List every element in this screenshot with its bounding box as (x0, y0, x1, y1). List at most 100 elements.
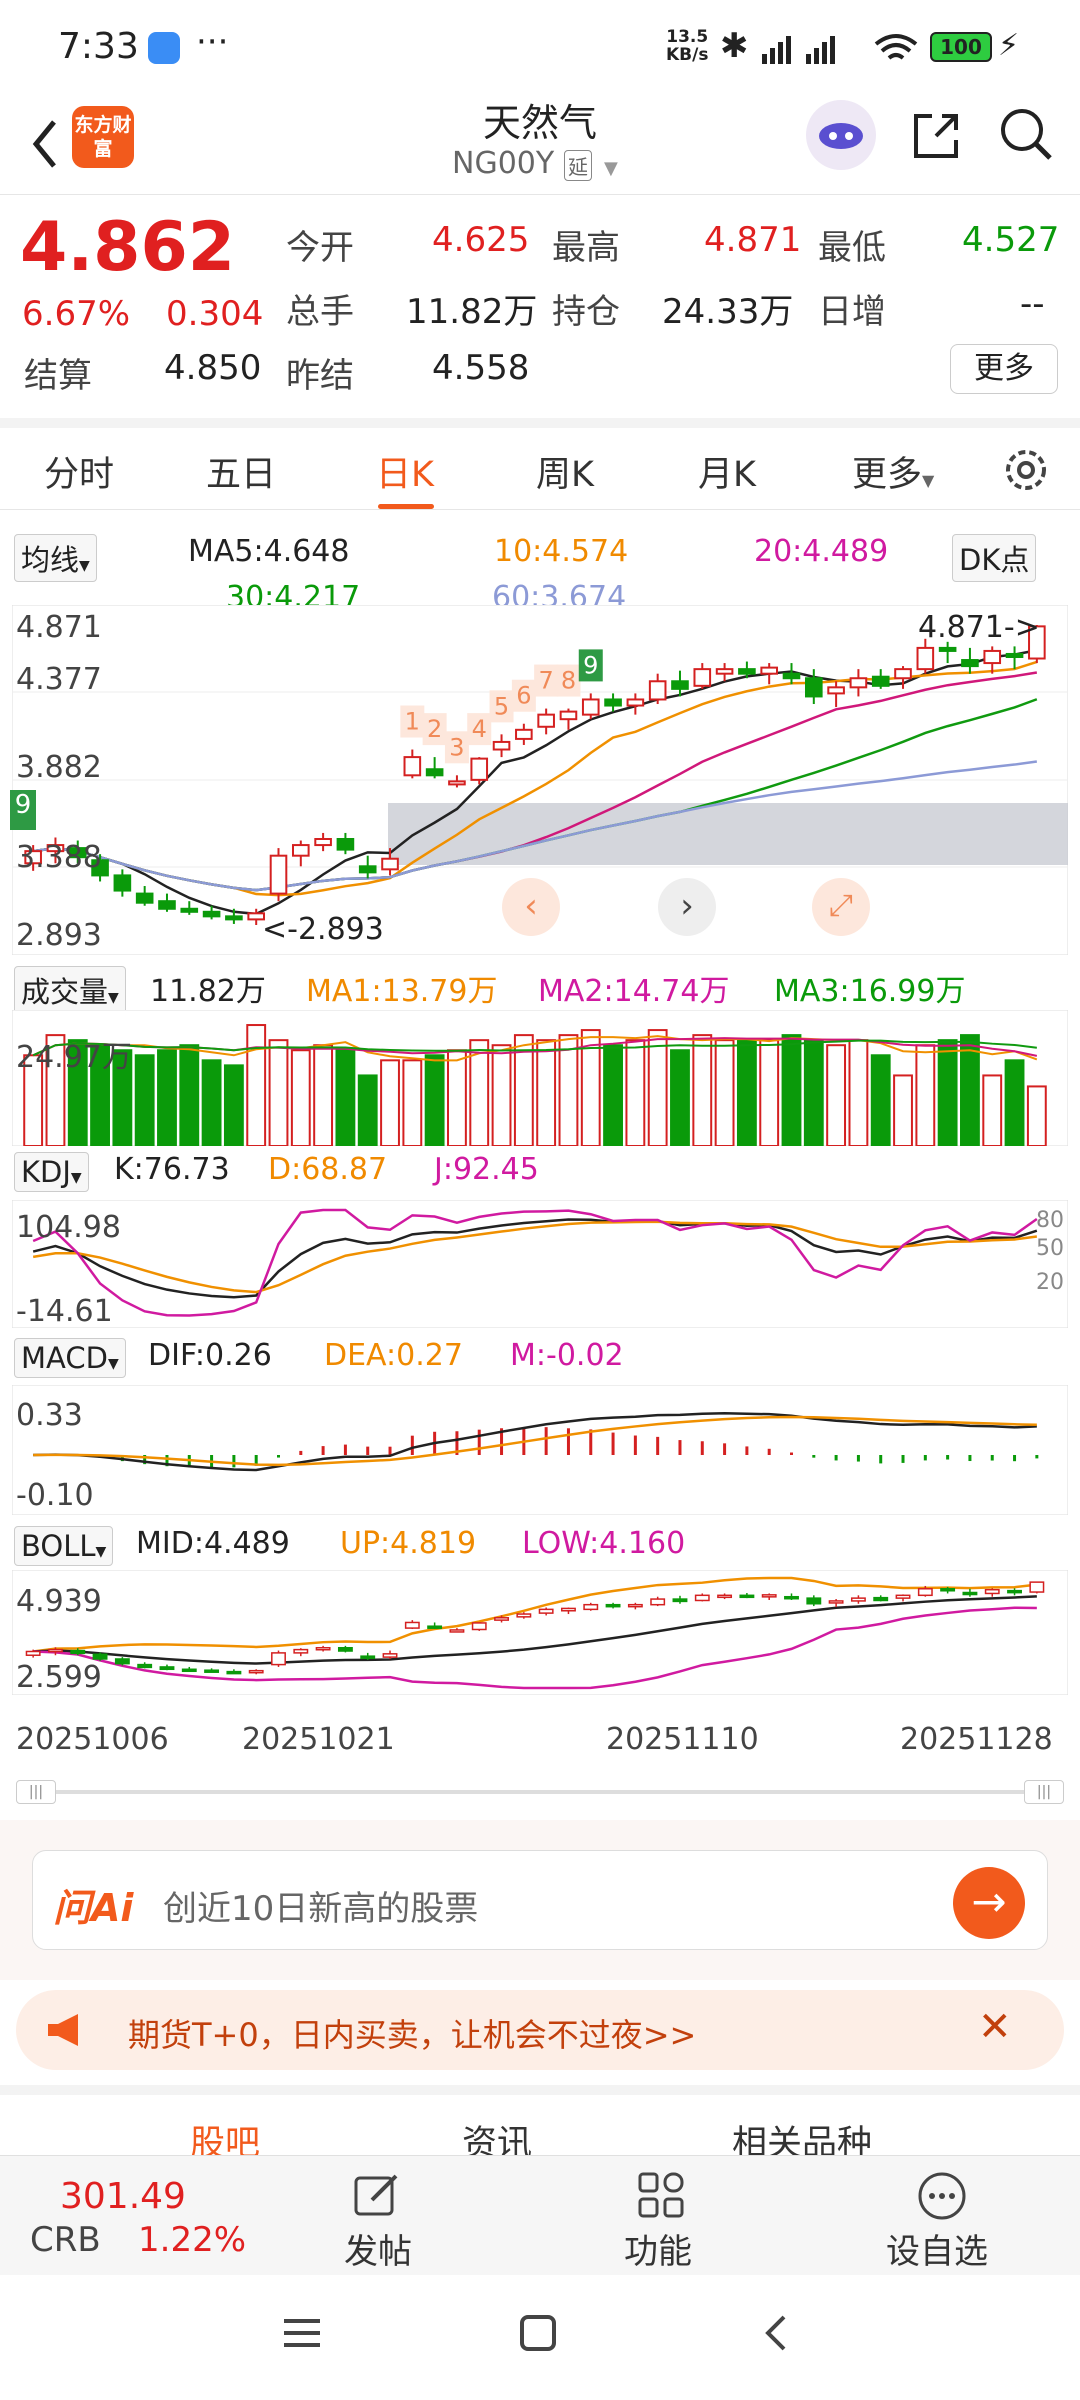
back-nav-icon[interactable] (756, 2313, 796, 2353)
bottom-toolbar: 301.49 CRB 1.22% 发帖 功能 设自选 (0, 2155, 1080, 2275)
tab-intraday[interactable]: 分时 (44, 455, 115, 495)
app-notification-icon (148, 32, 180, 64)
volume-ma3: MA3:16.99万 (774, 974, 966, 1009)
boll-candle-body (784, 1595, 799, 1600)
kdj-selector[interactable]: KDJ▼ (14, 1152, 89, 1192)
candle-body (626, 698, 645, 707)
volume-bar (982, 1074, 1003, 1146)
dk-point-toggle[interactable]: DK点 (952, 534, 1037, 582)
more-dots-icon[interactable] (916, 2170, 968, 2222)
volume-bar (491, 1044, 512, 1146)
candle-body (537, 713, 555, 728)
scroll-right-icon[interactable]: › (658, 878, 716, 936)
menu-icon[interactable] (282, 2313, 322, 2353)
boll-selector[interactable]: BOLL▼ (14, 1526, 114, 1566)
ma-selector[interactable]: 均线▼ (14, 534, 97, 582)
volume-bar (1026, 1085, 1047, 1146)
add-favorite-button[interactable]: 设自选 (886, 2232, 988, 2272)
high-label: 最高 (552, 228, 620, 268)
ai-robot-icon[interactable] (806, 100, 876, 170)
boll-candle-body (360, 1655, 376, 1659)
candle-body (559, 710, 578, 721)
candle-body (381, 857, 399, 871)
macd-selector[interactable]: MACD▼ (14, 1338, 126, 1378)
fullscreen-icon[interactable]: ⤢ (812, 878, 870, 936)
candle-body (804, 677, 823, 698)
boll-panel[interactable] (12, 1570, 1068, 1695)
volume-bar (603, 1044, 623, 1146)
boll-candle-body (248, 1669, 264, 1674)
macd-panel[interactable] (12, 1385, 1068, 1515)
close-icon[interactable]: ✕ (978, 2004, 1012, 2050)
candle-body (581, 698, 600, 716)
ai-search-box[interactable]: 问Ai 创近10日新高的股票 → (32, 1850, 1048, 1950)
boll-candle-body (561, 1607, 576, 1612)
boll-axis-top: 4.939 (16, 1584, 102, 1619)
share-icon[interactable] (906, 104, 966, 164)
candle-body (247, 912, 266, 921)
candle-body (314, 838, 332, 847)
function-button[interactable]: 功能 (624, 2232, 692, 2272)
candle-body (782, 672, 801, 680)
kdj-k: K:76.73 (114, 1152, 230, 1187)
boll-candle-body (204, 1669, 220, 1673)
edit-post-icon[interactable] (352, 2170, 402, 2220)
kdj-panel[interactable] (12, 1200, 1068, 1328)
volume-selector[interactable]: 成交量▼ (14, 966, 126, 1014)
candle-body (403, 756, 422, 777)
promo-text[interactable]: 期货T+0，日内买卖，让机会不过夜>> (128, 2016, 697, 2054)
scroll-handle-right[interactable]: ||| (1024, 1780, 1064, 1804)
crb-value: 301.49 (60, 2176, 186, 2217)
boll-candle-body (159, 1666, 175, 1671)
td-count-label: 9 (583, 651, 598, 679)
volume-bar (246, 1024, 267, 1146)
boll-candle-body (672, 1598, 688, 1603)
settings-gear-icon[interactable] (998, 442, 1054, 498)
tab-weekly-k[interactable]: 周K (536, 455, 594, 495)
tab-five-day[interactable]: 五日 (206, 455, 277, 495)
chart-scrollbar[interactable] (16, 1790, 1064, 1794)
candle-body (336, 838, 355, 851)
td-count-badge (578, 649, 603, 682)
volume-bar (870, 1054, 891, 1146)
volume-value: 11.82万 (406, 292, 538, 332)
volume-bar (803, 1039, 824, 1146)
kline-chart[interactable]: 均线▼ MA5:4.648 10:4.574 20:4.489 30:4.217… (0, 510, 1080, 1810)
scroll-left-icon[interactable]: ‹ (502, 878, 560, 936)
settle-value: 4.850 (164, 348, 262, 388)
tab-monthly-k[interactable]: 月K (698, 455, 756, 495)
home-icon[interactable] (518, 2313, 558, 2353)
crb-label: CRB (30, 2220, 101, 2260)
open-label: 今开 (286, 228, 354, 268)
search-icon[interactable] (996, 104, 1056, 164)
promo-banner[interactable]: 期货T+0，日内买卖，让机会不过夜>> ✕ (16, 1990, 1064, 2070)
open-value: 4.625 (432, 220, 530, 260)
candle-body (68, 847, 87, 859)
chevron-down-icon[interactable]: ▼ (604, 158, 618, 179)
function-grid-icon[interactable] (636, 2170, 686, 2220)
boll-candle-body (516, 1613, 532, 1618)
td-count-label: 2 (427, 715, 442, 743)
more-button[interactable]: 更多 (950, 344, 1058, 394)
volume-bar (915, 1044, 936, 1146)
boll-candle-body (940, 1588, 956, 1592)
volume-bar (781, 1034, 802, 1146)
volume-bar (447, 1049, 467, 1146)
boll-candle-body (538, 1608, 554, 1614)
ai-prompt-text[interactable]: 创近10日新高的股票 (163, 1889, 479, 1929)
tab-daily-k[interactable]: 日K (376, 455, 434, 495)
tab-more[interactable]: 更多▼ (852, 455, 935, 495)
volume-bar (201, 1059, 222, 1146)
scroll-handle-left[interactable]: ||| (16, 1780, 56, 1804)
volume-panel[interactable] (12, 1010, 1068, 1146)
back-icon[interactable] (20, 108, 70, 178)
volume-ma1: MA1:13.79万 (306, 974, 498, 1009)
contract-code[interactable]: NG00Y (452, 146, 555, 181)
volume-bar (335, 1049, 356, 1146)
arrow-right-icon[interactable]: → (953, 1867, 1025, 1939)
post-button[interactable]: 发帖 (344, 2232, 412, 2272)
candle-body (916, 646, 935, 671)
boll-candle-body (449, 1629, 465, 1633)
candle-body (827, 686, 845, 695)
volume-ma2: MA2:14.74万 (538, 974, 730, 1009)
